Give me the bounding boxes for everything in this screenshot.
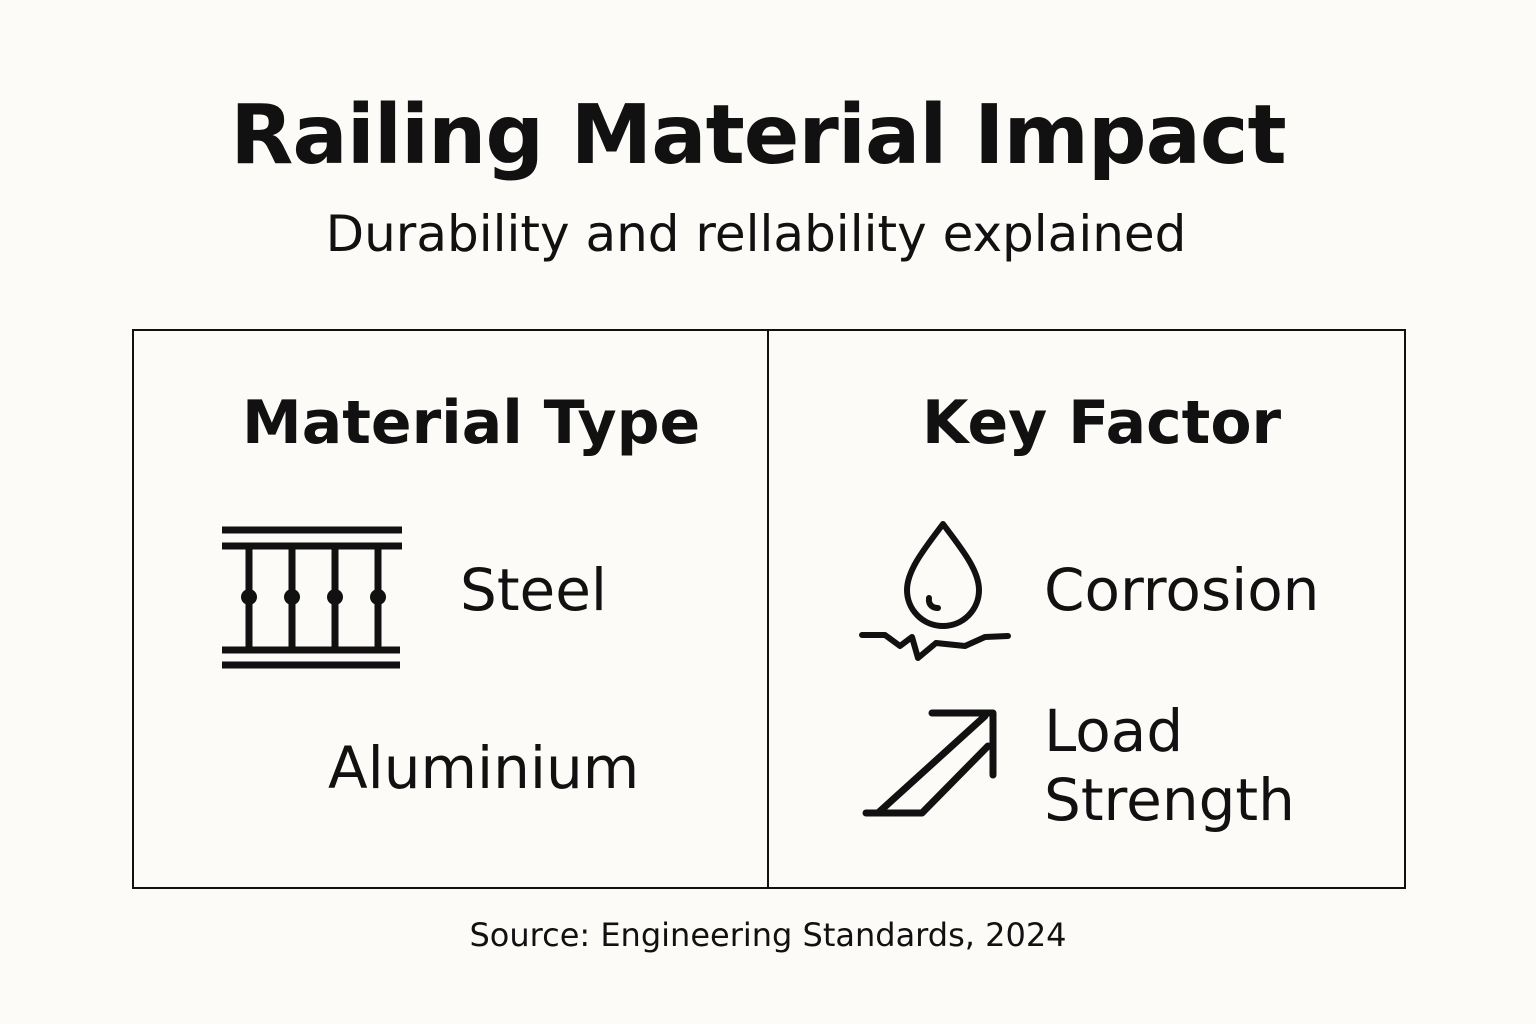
aluminium-label: Aluminium bbox=[328, 734, 640, 802]
steel-label: Steel bbox=[460, 556, 608, 624]
railing-icon bbox=[222, 526, 402, 669]
column-divider bbox=[767, 329, 769, 887]
water-drop-icon bbox=[859, 521, 1011, 661]
corrosion-label: Corrosion bbox=[1044, 556, 1320, 624]
load-label: Load bbox=[1044, 697, 1184, 765]
page-title: Railing Material Impact bbox=[230, 88, 1287, 183]
page-subtitle: Durability and rellability explained bbox=[325, 205, 1187, 263]
arrow-up-right-icon bbox=[862, 709, 997, 817]
strength-label: Strength bbox=[1044, 766, 1295, 834]
key-factor-heading: Key Factor bbox=[922, 388, 1282, 458]
material-type-heading: Material Type bbox=[242, 388, 701, 458]
source-caption: Source: Engineering Standards, 2024 bbox=[469, 916, 1067, 954]
comparison-table bbox=[132, 329, 1406, 889]
